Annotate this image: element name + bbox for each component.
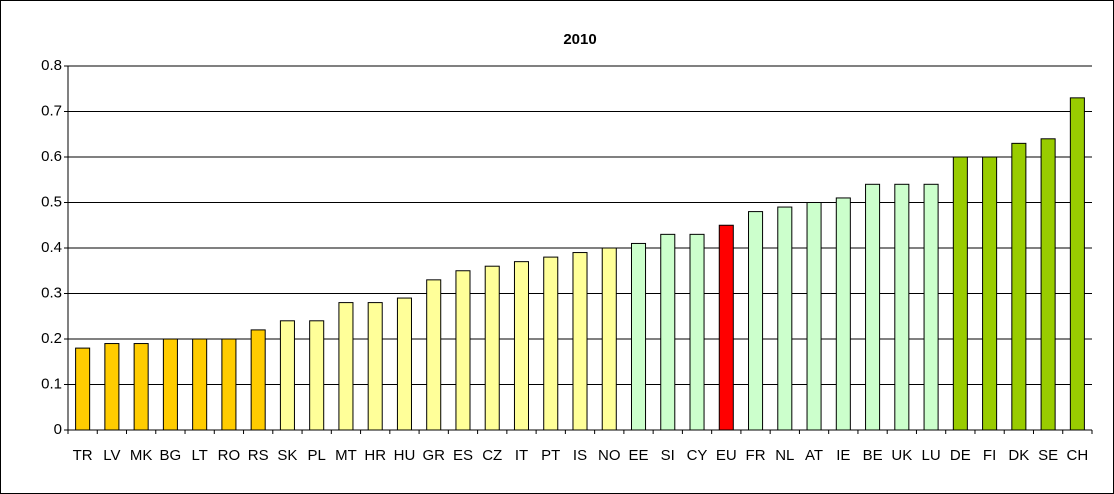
x-tick-label: GR [422, 447, 445, 464]
x-tick-label: LU [921, 447, 940, 464]
y-tick-label: 0.1 [41, 375, 62, 392]
x-tick-label: TR [73, 447, 93, 464]
bar [279, 320, 295, 431]
x-tick-label: CH [1067, 447, 1089, 464]
x-tick-label: EU [716, 447, 737, 464]
bar [1040, 138, 1056, 431]
bar [455, 270, 471, 431]
y-tick-label: 0.5 [41, 193, 62, 210]
bar [777, 206, 793, 431]
x-tick-label: RS [248, 447, 269, 464]
bar [806, 202, 822, 431]
bar [426, 279, 442, 431]
x-tick-label: SE [1038, 447, 1058, 464]
bar [923, 183, 939, 431]
x-tick-label: LV [103, 447, 120, 464]
bar [601, 247, 617, 431]
bar [689, 233, 705, 431]
chart-title: 2010 [563, 31, 596, 48]
bar [1011, 142, 1027, 431]
x-tick-label: CY [687, 447, 708, 464]
x-tick-label: IE [836, 447, 850, 464]
bar [221, 338, 237, 431]
bar [630, 242, 647, 431]
bar [309, 320, 325, 431]
bar [75, 347, 91, 431]
x-tick-label: FR [746, 447, 766, 464]
bar [543, 256, 559, 431]
bar [718, 224, 734, 431]
x-tick-label: DE [950, 447, 971, 464]
bar [894, 183, 910, 431]
x-tick-label: PT [541, 447, 560, 464]
x-tick-label: NL [775, 447, 794, 464]
bar [250, 329, 266, 431]
bar [192, 338, 208, 431]
x-tick-label: BE [863, 447, 883, 464]
y-tick-label: 0.7 [41, 102, 62, 119]
x-tick-label: FI [983, 447, 996, 464]
bar [133, 343, 149, 431]
bar [513, 261, 530, 431]
x-tick-label: HU [394, 447, 416, 464]
x-tick-label: MK [130, 447, 153, 464]
bar [952, 156, 968, 431]
bar [865, 183, 881, 431]
x-tick-label: PL [308, 447, 326, 464]
bar [367, 302, 383, 431]
bar [835, 197, 851, 431]
bar [1069, 97, 1085, 431]
bar [162, 338, 178, 431]
bar [660, 233, 676, 431]
bar [338, 302, 354, 431]
x-tick-label: EE [629, 447, 649, 464]
y-tick-label: 0.8 [41, 57, 62, 74]
x-tick-label: RO [218, 447, 241, 464]
x-tick-label: IT [515, 447, 528, 464]
bar [748, 211, 764, 431]
y-tick-label: 0.2 [41, 330, 62, 347]
y-tick-label: 0 [54, 421, 62, 438]
bar [982, 156, 998, 431]
bar [104, 343, 120, 431]
x-tick-label: SI [661, 447, 675, 464]
x-tick-label: SK [277, 447, 297, 464]
x-tick-label: ES [453, 447, 473, 464]
y-tick-label: 0.3 [41, 284, 62, 301]
x-tick-label: LT [191, 447, 207, 464]
bar [396, 297, 412, 431]
bar [484, 265, 500, 431]
y-tick-label: 0.4 [41, 239, 62, 256]
x-tick-label: IS [573, 447, 587, 464]
x-tick-label: BG [160, 447, 182, 464]
bar [572, 252, 588, 431]
x-tick-label: MT [335, 447, 357, 464]
x-tick-label: DK [1008, 447, 1029, 464]
x-tick-label: UK [891, 447, 912, 464]
x-tick-label: HR [364, 447, 386, 464]
x-tick-label: CZ [482, 447, 502, 464]
x-tick-label: NO [598, 447, 621, 464]
x-tick-label: AT [805, 447, 823, 464]
y-tick-label: 0.6 [41, 148, 62, 165]
